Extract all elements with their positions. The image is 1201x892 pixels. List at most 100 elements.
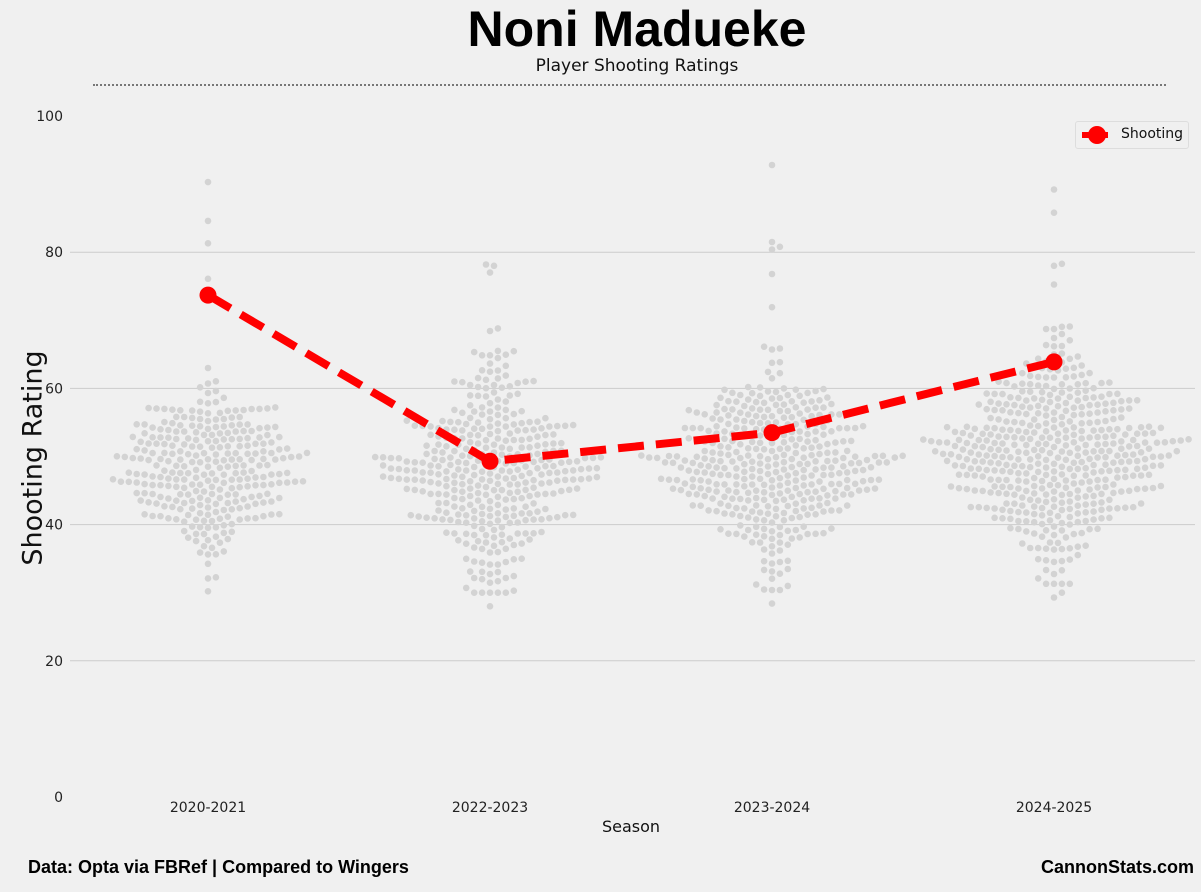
swarm-point [534, 491, 541, 498]
swarm-point [188, 458, 196, 466]
swarm-point [244, 475, 251, 483]
swarm-point [1086, 369, 1093, 377]
swarm-point [1133, 485, 1141, 493]
swarm-point [260, 455, 267, 463]
swarm-point [204, 389, 212, 397]
swarm-point [232, 462, 239, 470]
swarm-point [542, 441, 549, 448]
swarm-point [228, 506, 236, 513]
swarm-point [808, 495, 815, 503]
swarm-point [788, 463, 796, 471]
swarm-point [272, 423, 279, 431]
swarm-point [502, 589, 510, 596]
swarm-point [1042, 374, 1050, 381]
swarm-point [713, 507, 720, 515]
swarm-point [1185, 436, 1192, 443]
swarm-point [776, 407, 784, 415]
swarm-point [816, 478, 823, 485]
swarm-point [752, 523, 760, 531]
swarm-point [169, 469, 176, 476]
swarm-point [760, 343, 768, 351]
swarm-point [530, 516, 537, 523]
swarm-point [518, 444, 525, 451]
swarm-point [733, 488, 740, 496]
swarm-point [1114, 505, 1121, 512]
swarm-point [1070, 530, 1078, 538]
swarm-point [474, 482, 482, 489]
x-tick-label: 2024-2025 [1016, 800, 1092, 816]
swarm-point [1086, 486, 1093, 493]
swarm-point [665, 452, 673, 460]
swarm-point [490, 389, 498, 396]
swarm-point [256, 405, 263, 413]
swarm-point [224, 463, 232, 471]
swarm-point [788, 398, 796, 405]
swarm-point [756, 432, 764, 439]
swarm-point [1042, 325, 1050, 333]
swarm-point [1042, 405, 1050, 412]
swarm-point [1015, 517, 1022, 525]
swarm-point [506, 535, 514, 542]
swarm-point [1007, 426, 1014, 434]
swarm-point [983, 452, 990, 459]
swarm-point [733, 530, 740, 538]
swarm-point [1070, 424, 1078, 431]
swarm-point [693, 468, 701, 476]
swarm-point [498, 467, 506, 474]
swarm-point [760, 533, 768, 540]
swarm-point [1106, 390, 1113, 398]
swarm-point [991, 505, 998, 512]
swarm-point [776, 474, 784, 482]
swarm-point [1078, 479, 1085, 486]
swarm-point [252, 440, 259, 448]
swarm-point [204, 240, 212, 247]
swarm-point [1038, 504, 1046, 512]
swarm-point [561, 511, 569, 519]
swarm-point [145, 404, 152, 412]
swarm-point [522, 463, 529, 470]
swarm-point [792, 500, 800, 508]
swarm-point [768, 477, 776, 484]
swarm-point [141, 480, 148, 488]
swarm-point [943, 457, 951, 465]
swarm-point [744, 396, 752, 403]
swarm-point [1122, 473, 1129, 481]
swarm-point [1030, 490, 1038, 497]
swarm-point [1015, 427, 1022, 435]
swarm-point [1046, 517, 1054, 524]
swarm-point [1015, 456, 1022, 463]
swarm-point [395, 475, 403, 483]
swarm-point [165, 475, 172, 482]
swarm-point [772, 453, 780, 461]
swarm-point [784, 445, 792, 452]
swarm-point [1090, 492, 1097, 500]
swarm-point [1011, 462, 1018, 470]
swarm-point [459, 378, 466, 386]
swarm-point [1094, 401, 1101, 409]
swarm-point [1118, 458, 1125, 466]
swarm-point [498, 523, 506, 531]
swarm-point [768, 439, 776, 447]
swarm-point [1026, 388, 1034, 396]
swarm-point [435, 499, 442, 507]
swarm-point [204, 575, 212, 582]
swarm-point [967, 449, 975, 456]
swarm-point [1011, 434, 1018, 441]
swarm-point [991, 439, 998, 447]
swarm-point [776, 243, 784, 251]
swarm-point [153, 462, 160, 469]
swarm-point [1058, 323, 1066, 331]
swarm-point [403, 417, 411, 425]
swarm-point [494, 568, 502, 576]
swarm-point [518, 436, 525, 444]
swarm-point [204, 437, 212, 445]
swarm-point [776, 482, 784, 489]
swarm-point [419, 488, 427, 495]
title-divider [93, 84, 1166, 86]
swarm-point [427, 469, 434, 477]
swarm-point [963, 485, 971, 493]
swarm-point [768, 575, 776, 582]
swarm-point [204, 511, 212, 519]
swarm-point [470, 471, 478, 479]
swarm-point [1106, 426, 1113, 433]
